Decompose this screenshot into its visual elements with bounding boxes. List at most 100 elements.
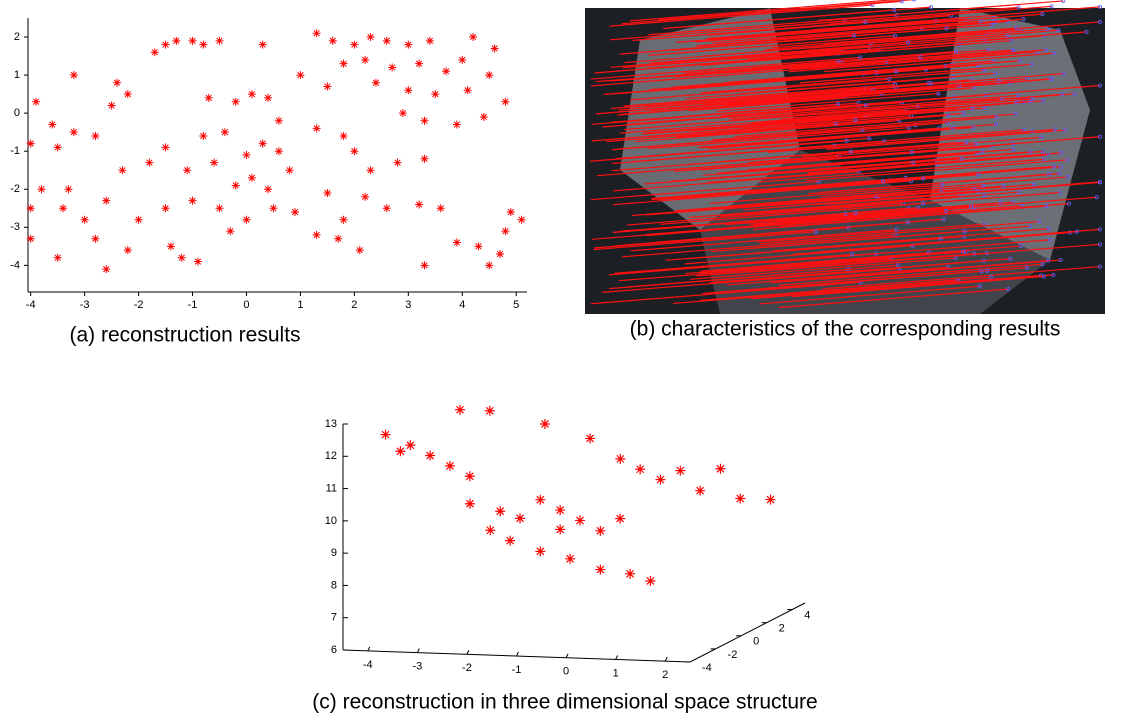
point bbox=[355, 246, 364, 255]
keypoint bbox=[1061, 0, 1066, 3]
match-line bbox=[806, 159, 1068, 182]
point bbox=[339, 131, 348, 140]
point bbox=[625, 568, 636, 579]
point bbox=[469, 33, 478, 42]
match-line bbox=[734, 113, 1016, 138]
keypoint bbox=[996, 79, 1001, 84]
point bbox=[404, 40, 413, 49]
point bbox=[350, 147, 359, 156]
match-line bbox=[711, 230, 965, 253]
x-tick bbox=[565, 653, 569, 658]
match-line bbox=[749, 206, 972, 225]
match-line bbox=[660, 202, 924, 225]
match-line bbox=[807, 196, 1097, 221]
keypoint bbox=[968, 204, 973, 209]
keypoint bbox=[863, 103, 868, 108]
match-line bbox=[669, 9, 895, 29]
keypoint bbox=[921, 201, 926, 206]
keypoint bbox=[961, 249, 966, 254]
keypoint bbox=[977, 284, 982, 289]
point bbox=[161, 143, 170, 152]
match-line bbox=[659, 177, 924, 201]
keypoint bbox=[1011, 48, 1016, 53]
x-tick-label: 0 bbox=[563, 666, 569, 678]
match-line bbox=[750, 274, 1041, 300]
match-line bbox=[707, 82, 931, 102]
point bbox=[425, 36, 434, 45]
keypoint bbox=[1051, 51, 1056, 56]
keypoint bbox=[1084, 29, 1089, 34]
keypoint bbox=[1014, 26, 1019, 31]
z-tick-label: 8 bbox=[331, 579, 337, 591]
point bbox=[615, 453, 626, 464]
point bbox=[161, 204, 170, 213]
match-line bbox=[688, 87, 975, 112]
match-line bbox=[649, 41, 909, 64]
x-tick bbox=[516, 651, 519, 657]
keypoint bbox=[963, 140, 968, 145]
point bbox=[501, 227, 510, 236]
match-line bbox=[747, 150, 983, 171]
keypoint bbox=[1013, 112, 1018, 117]
match-line bbox=[709, 126, 974, 150]
point bbox=[455, 404, 466, 415]
match-line bbox=[779, 205, 1022, 226]
match-line bbox=[614, 253, 853, 274]
keypoint bbox=[1072, 91, 1077, 96]
keypoint bbox=[1031, 182, 1036, 187]
point bbox=[210, 158, 219, 167]
keypoint bbox=[976, 63, 981, 68]
point bbox=[231, 97, 240, 106]
keypoint bbox=[1024, 265, 1029, 270]
match-line bbox=[789, 51, 1037, 73]
match-line bbox=[758, 158, 1045, 183]
point bbox=[258, 139, 267, 148]
match-line bbox=[701, 69, 985, 94]
point bbox=[26, 204, 35, 213]
point bbox=[350, 40, 359, 49]
keypoint bbox=[1043, 47, 1048, 52]
match-line bbox=[807, 152, 1062, 174]
keypoint bbox=[905, 220, 910, 225]
point bbox=[485, 261, 494, 270]
point bbox=[188, 196, 197, 205]
point bbox=[37, 185, 46, 194]
point bbox=[188, 36, 197, 45]
point bbox=[425, 450, 436, 461]
point bbox=[274, 116, 283, 125]
keypoint bbox=[983, 105, 988, 110]
photo bbox=[585, 0, 1105, 314]
keypoint bbox=[961, 111, 966, 116]
point bbox=[242, 151, 251, 159]
match-line bbox=[799, 63, 1032, 84]
match-line bbox=[739, 72, 996, 95]
keypoint bbox=[980, 149, 985, 154]
keypoint bbox=[1098, 83, 1103, 88]
keypoint bbox=[1098, 19, 1103, 24]
keypoint bbox=[850, 252, 855, 257]
keypoint bbox=[1040, 262, 1045, 267]
match-line bbox=[716, 92, 939, 112]
match-line bbox=[683, 50, 957, 74]
match-line bbox=[810, 49, 1046, 70]
match-line bbox=[589, 140, 847, 162]
match-line bbox=[817, 0, 1064, 22]
point bbox=[339, 215, 348, 224]
point bbox=[436, 204, 445, 213]
x-tick-label: -4 bbox=[26, 299, 36, 311]
point bbox=[123, 246, 132, 255]
point bbox=[765, 494, 776, 505]
keypoint bbox=[994, 122, 999, 127]
match-line bbox=[612, 180, 912, 206]
x-tick bbox=[416, 648, 420, 653]
point bbox=[323, 189, 332, 198]
match-line bbox=[651, 180, 884, 201]
point bbox=[420, 154, 429, 163]
point bbox=[398, 109, 407, 118]
keypoint bbox=[971, 125, 976, 130]
point bbox=[285, 166, 294, 175]
point bbox=[496, 249, 505, 258]
keypoint bbox=[1098, 242, 1103, 247]
point bbox=[405, 440, 416, 451]
match-line bbox=[817, 173, 1050, 194]
